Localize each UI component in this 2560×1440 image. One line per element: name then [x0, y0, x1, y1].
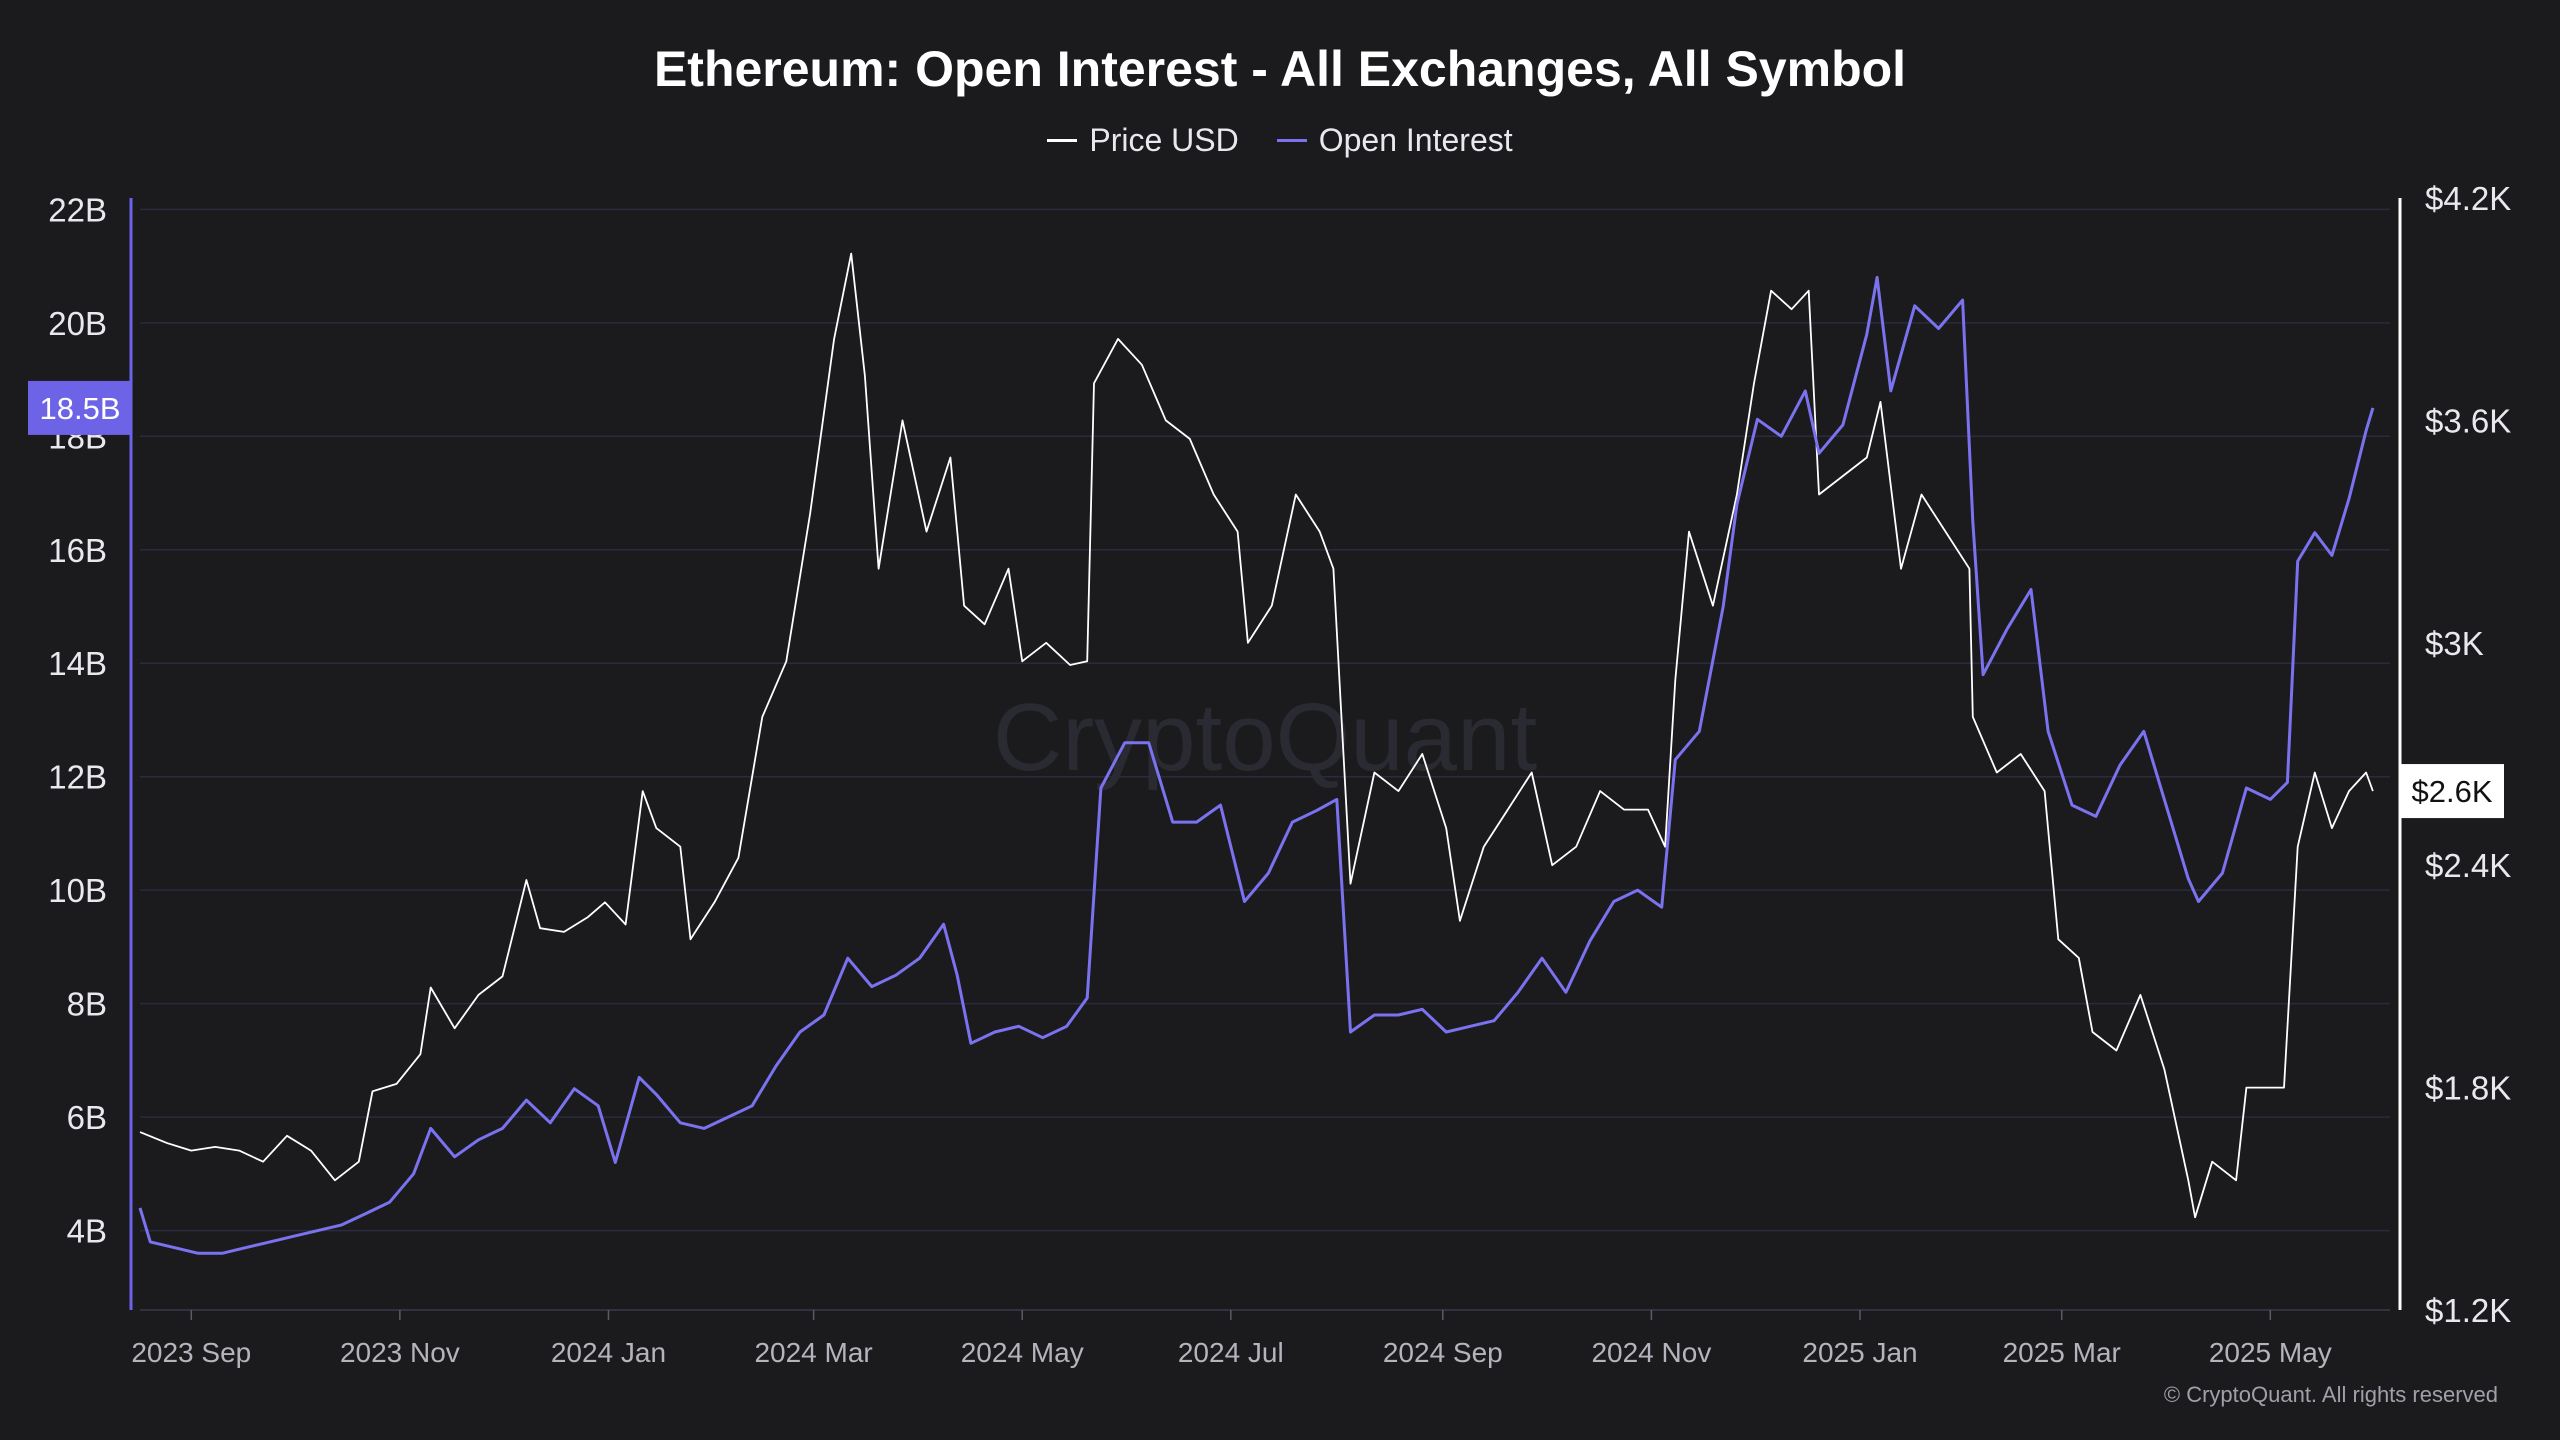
copyright-notice: © CryptoQuant. All rights reserved	[2163, 1382, 2498, 1407]
current-price-label: $2.6K	[2411, 774, 2492, 809]
legend-label-open-interest: Open Interest	[1318, 122, 1513, 158]
x-tick-label: 2025 May	[2209, 1337, 2332, 1368]
x-tick-label: 2024 Jul	[1178, 1337, 1284, 1368]
x-tick-label: 2024 Nov	[1591, 1337, 1711, 1368]
legend-item-open-interest[interactable]: Open Interest	[1276, 122, 1513, 159]
y-right-tick-label: $1.2K	[2425, 1292, 2511, 1329]
series-line-price-usd	[139, 252, 2374, 1219]
legend-label-price: Price USD	[1089, 122, 1239, 158]
y-right-tick-label: $1.8K	[2425, 1070, 2511, 1107]
y-right-tick-label: $3.6K	[2425, 402, 2511, 439]
legend-swatch-price	[1047, 139, 1078, 142]
y-right-tick-label: $2.4K	[2425, 847, 2511, 884]
legend: Price USD Open Interest	[0, 122, 2560, 159]
x-tick-label: 2023 Nov	[340, 1337, 460, 1368]
y-left-tick-label: 12B	[48, 759, 107, 796]
legend-swatch-open-interest	[1276, 139, 1307, 142]
y-right-tick-label: $3K	[2425, 625, 2484, 662]
x-tick-label: 2024 Sep	[1383, 1337, 1503, 1368]
x-tick-label: 2024 Mar	[754, 1337, 872, 1368]
x-tick-label: 2024 May	[961, 1337, 1084, 1368]
y-left-tick-label: 4B	[67, 1213, 107, 1250]
y-left-tick-label: 22B	[48, 191, 107, 228]
legend-item-price[interactable]: Price USD	[1047, 122, 1239, 159]
current-open-interest-label: 18.5B	[39, 391, 120, 426]
chart-title: Ethereum: Open Interest - All Exchanges,…	[653, 41, 1907, 97]
y-left-tick-label: 20B	[48, 305, 107, 342]
y-left-tick-label: 14B	[48, 645, 107, 682]
current-open-interest-badge	[28, 380, 132, 435]
current-price-badge	[2400, 764, 2504, 819]
y-left-tick-label: 8B	[67, 986, 107, 1023]
watermark-logo: CryptoQuant	[993, 684, 1537, 791]
y-left-tick-label: 6B	[67, 1099, 107, 1136]
axes-layer: 4B6B8B10B12B14B16B18B20B22B$1.2K$1.8K$2.…	[28, 180, 2511, 1368]
series-layer	[138, 252, 2375, 1255]
series-line-open-interest	[138, 275, 2375, 1255]
x-tick-label: 2025 Jan	[1802, 1337, 1917, 1368]
x-tick-label: 2025 Mar	[2003, 1337, 2121, 1368]
grid-lines	[140, 208, 2390, 1232]
x-tick-label: 2024 Jan	[551, 1337, 666, 1368]
y-left-tick-label: 16B	[48, 532, 107, 569]
x-tick-label: 2023 Sep	[131, 1337, 251, 1368]
y-left-tick-label: 10B	[48, 872, 107, 909]
y-right-tick-label: $4.2K	[2425, 180, 2511, 217]
